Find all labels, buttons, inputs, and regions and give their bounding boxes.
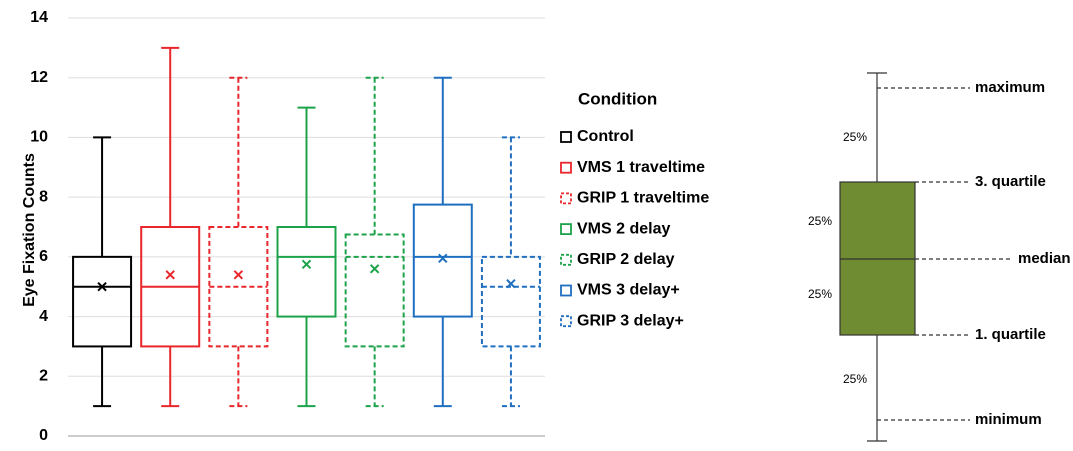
box [72,255,133,348]
legend-swatch [560,161,572,174]
box [344,233,405,348]
y-tick-label: 4 [39,308,48,325]
y-tick-label: 0 [39,427,48,444]
legend-swatch [560,192,572,205]
mean-marker [438,253,448,264]
schematic-label: 3. quartile [975,173,1046,190]
legend-swatch [560,315,572,328]
schematic-label: maximum [975,79,1045,96]
legend-label: VMS 3 delay+ [577,282,680,299]
schematic-share: 25% [808,287,832,301]
box [208,226,269,348]
legend-label: VMS 2 delay [577,220,670,237]
schematic-box [839,72,916,442]
y-tick-label: 10 [30,129,48,146]
y-tick-label: 8 [39,188,48,205]
mean-marker [233,270,244,280]
y-tick-label: 12 [30,69,48,86]
schematic-share: 25% [843,372,867,386]
mean-marker [369,264,380,274]
legend-label: VMS 1 traveltime [577,159,705,176]
schematic-share: 25% [843,130,867,144]
y-tick-label: 6 [39,248,48,265]
legend-label: GRIP 2 delay [577,251,675,268]
mean-marker [97,282,107,292]
schematic-share: 25% [808,214,832,228]
schematic-label: minimum [975,411,1042,428]
legend-label: GRIP 1 traveltime [577,190,709,207]
y-tick-label: 14 [30,9,48,26]
legend-swatch [560,253,572,266]
schematic: 25% 25% 25% 25% maximum 3. quartile medi… [808,72,1071,442]
legend-swatch [560,223,572,236]
legend-label: Control [577,128,634,145]
schematic-label: 1. quartile [975,326,1046,343]
box [276,226,337,318]
mean-marker [301,259,312,270]
mean-marker [506,279,516,289]
schematic-leaders [877,87,1010,421]
legend-swatch [560,131,572,143]
y-axis-label: Eye Fixation Counts [21,153,38,307]
y-tick-label: 2 [39,368,48,385]
legend-label: GRIP 3 delay+ [577,312,684,329]
schematic-label: median [1018,250,1071,267]
mean-marker [165,270,175,280]
box [412,203,473,318]
legend-swatch [560,284,572,297]
box [480,255,541,348]
legend-title: Condition [578,89,657,108]
